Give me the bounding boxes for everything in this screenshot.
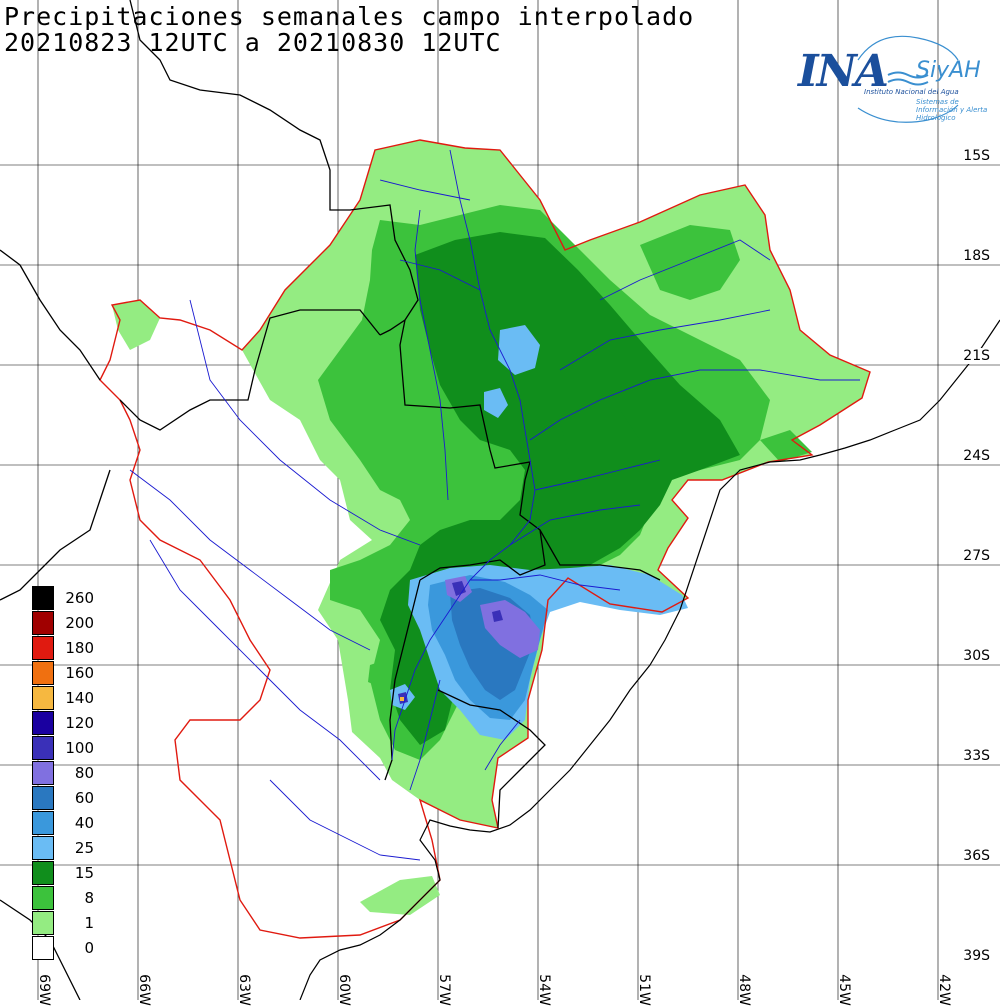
legend-row: 1 xyxy=(32,911,102,936)
legend-label: 1 xyxy=(84,914,94,932)
lat-label: 21S xyxy=(961,348,992,364)
legend-label: 200 xyxy=(65,614,94,632)
legend-row: 40 xyxy=(32,811,102,836)
lon-label: 60W xyxy=(335,974,352,1006)
lon-label: 51W xyxy=(635,974,652,1006)
legend-label: 100 xyxy=(65,739,94,757)
ina-siyah-logo: INA SiyAH Instituto Nacional del Agua Si… xyxy=(798,30,998,130)
legend-row: 100 xyxy=(32,736,102,761)
legend-label: 40 xyxy=(74,814,94,832)
lon-label: 69W xyxy=(35,974,52,1006)
lat-label: 30S xyxy=(961,648,992,664)
legend-row: 0 xyxy=(32,936,102,961)
legend-label: 80 xyxy=(74,764,94,782)
basin-outline xyxy=(99,139,871,939)
legend-swatch xyxy=(32,786,54,810)
legend-swatch xyxy=(32,586,54,610)
country-borders xyxy=(0,0,661,1000)
logo-brand: INA xyxy=(798,46,889,97)
legend-swatch xyxy=(32,736,54,760)
legend-row: 260 xyxy=(32,586,102,611)
legend-swatch xyxy=(32,886,54,910)
map-title-line1: Precipitaciones semanales campo interpol… xyxy=(4,2,695,31)
logo-subtitle: Instituto Nacional del Agua xyxy=(864,88,959,96)
lat-label: 39S xyxy=(961,948,992,964)
legend-label: 8 xyxy=(84,889,94,907)
logo-tagline: Sistemas de Información y Alerta Hidroló… xyxy=(916,98,988,122)
legend-row: 15 xyxy=(32,861,102,886)
lon-label: 45W xyxy=(835,974,852,1006)
lat-label: 24S xyxy=(961,448,992,464)
legend-swatch xyxy=(32,936,54,960)
logo-product: SiyAH xyxy=(916,58,981,83)
legend-row: 120 xyxy=(32,711,102,736)
legend-swatch xyxy=(32,761,54,785)
coastline xyxy=(299,319,1000,1000)
legend-row: 8 xyxy=(32,886,102,911)
legend-swatch xyxy=(32,686,54,710)
legend-row: 80 xyxy=(32,761,102,786)
legend-swatch xyxy=(32,611,54,635)
lon-label: 63W xyxy=(235,974,252,1006)
legend-row: 60 xyxy=(32,786,102,811)
legend-label: 25 xyxy=(74,839,94,857)
legend-swatch xyxy=(32,661,54,685)
legend-label: 0 xyxy=(84,939,94,957)
rivers xyxy=(129,149,860,861)
legend-row: 160 xyxy=(32,661,102,686)
map-title-line2: 20210823 12UTC a 20210830 12UTC xyxy=(4,28,502,57)
legend-label: 15 xyxy=(74,864,94,882)
legend-row: 180 xyxy=(32,636,102,661)
lon-label: 57W xyxy=(435,974,452,1006)
lon-label: 66W xyxy=(135,974,152,1006)
lat-label: 33S xyxy=(961,748,992,764)
lon-label: 54W xyxy=(535,974,552,1006)
legend-swatch xyxy=(32,811,54,835)
precip-field-140mm xyxy=(400,697,404,701)
logo-swoosh-icon xyxy=(857,35,959,123)
legend-row: 25 xyxy=(32,836,102,861)
precipitation-legend: 260 200 180 160 140 120 100 80 60 40 25 15 8 1 0 xyxy=(32,586,102,961)
legend-swatch xyxy=(32,836,54,860)
legend-label: 160 xyxy=(65,664,94,682)
legend-swatch xyxy=(32,636,54,660)
legend-label: 120 xyxy=(65,714,94,732)
lat-label: 36S xyxy=(961,848,992,864)
lon-label: 48W xyxy=(735,974,752,1006)
legend-label: 60 xyxy=(74,789,94,807)
legend-label: 180 xyxy=(65,639,94,657)
legend-row: 140 xyxy=(32,686,102,711)
legend-row: 200 xyxy=(32,611,102,636)
legend-swatch xyxy=(32,861,54,885)
legend-label: 140 xyxy=(65,689,94,707)
lon-label: 42W xyxy=(935,974,952,1006)
lat-label: 15S xyxy=(961,148,992,164)
lat-label: 18S xyxy=(961,248,992,264)
legend-swatch xyxy=(32,711,54,735)
lat-label: 27S xyxy=(961,548,992,564)
legend-label: 260 xyxy=(65,589,94,607)
legend-swatch xyxy=(32,911,54,935)
